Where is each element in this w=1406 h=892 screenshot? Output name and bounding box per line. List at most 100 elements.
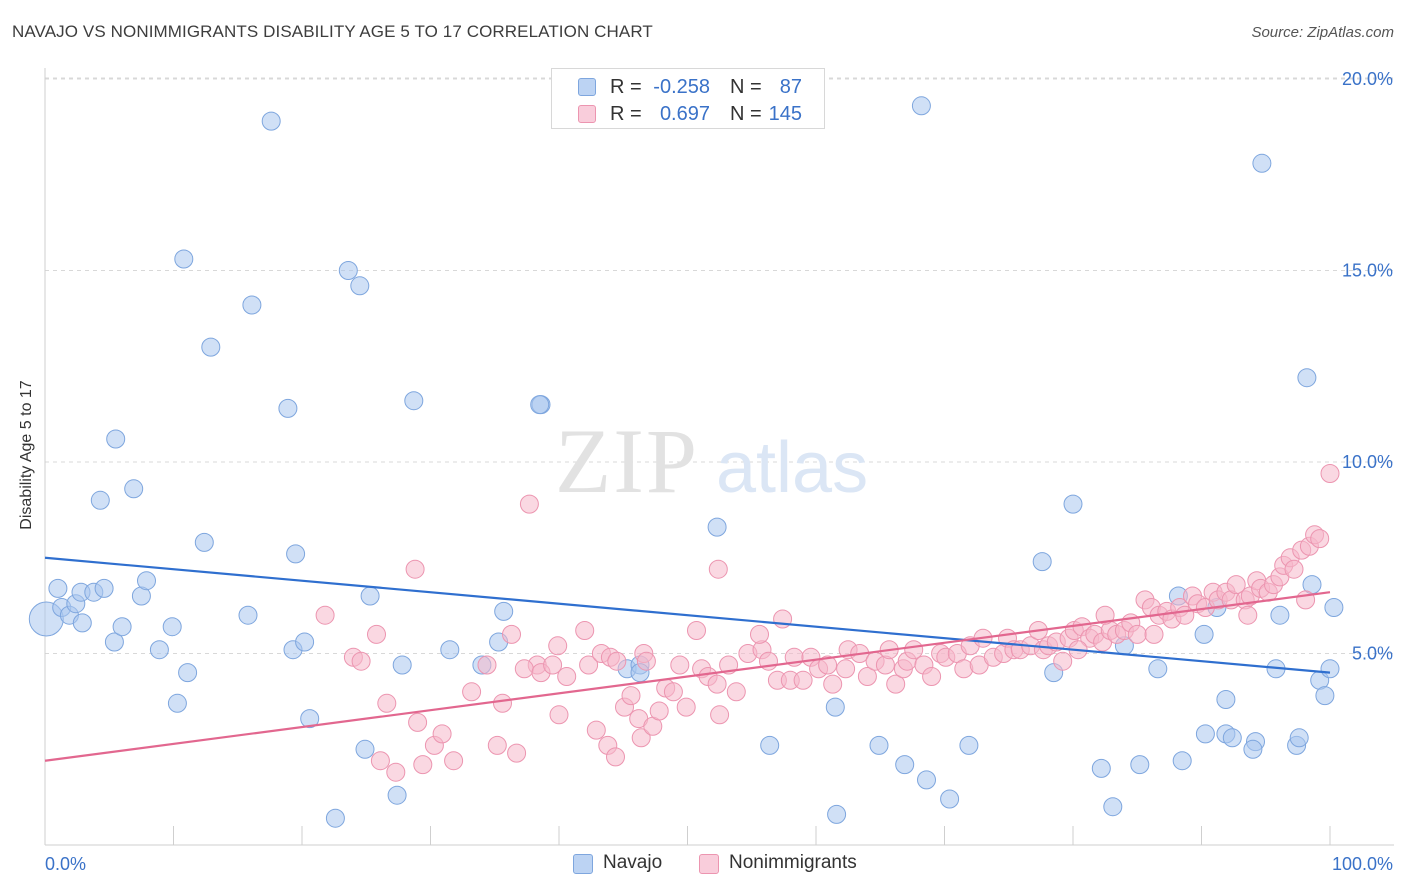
nonimmigrants-point-66 bbox=[818, 655, 838, 675]
y-tick-label-0: 5.0% bbox=[1352, 644, 1393, 664]
nonimmigrants-point-13 bbox=[462, 682, 482, 702]
x-tick-label-0: 0.0% bbox=[45, 854, 86, 874]
navajo-point-21 bbox=[261, 111, 281, 131]
navajo-point-70 bbox=[1243, 739, 1263, 759]
navajo-point-57 bbox=[1103, 797, 1123, 817]
y-tick-label-3: 20.0% bbox=[1342, 69, 1393, 89]
nonimmigrants-point-42 bbox=[649, 701, 669, 721]
nonimmigrants-point-22 bbox=[543, 655, 563, 675]
navajo-point-61 bbox=[1172, 751, 1192, 771]
navajo-point-47 bbox=[869, 735, 889, 755]
navajo-point-20 bbox=[242, 295, 262, 315]
nonimmigrants-swatch bbox=[578, 105, 596, 123]
nonimmigrants-point-28 bbox=[579, 655, 599, 675]
correlation-legend: R = -0.258 N = 87 R = 0.697 N = 145 bbox=[551, 68, 825, 129]
navajo-point-18 bbox=[201, 337, 221, 357]
navajo-point-86 bbox=[530, 395, 550, 415]
navajo-point-8 bbox=[94, 578, 114, 598]
legend-label-nonimmigrants: Nonimmigrants bbox=[729, 852, 857, 873]
navajo-point-85 bbox=[124, 479, 144, 499]
navajo-point-23 bbox=[286, 544, 306, 564]
nonimmigrants-point-11 bbox=[432, 724, 452, 744]
navajo-point-25 bbox=[295, 632, 315, 652]
legend-label-navajo: Navajo bbox=[603, 852, 663, 873]
nonimmigrants-point-71 bbox=[857, 667, 877, 686]
navajo-point-19 bbox=[238, 605, 258, 625]
nonimmigrants-point-12 bbox=[444, 751, 464, 771]
navajo-point-79 bbox=[1320, 659, 1340, 679]
watermark-zip: ZIP bbox=[555, 410, 699, 512]
navajo-point-66 bbox=[1195, 724, 1215, 744]
navajo-point-68 bbox=[1222, 728, 1242, 748]
nonimmigrants-point-7 bbox=[413, 755, 433, 775]
navajo-point-83 bbox=[106, 429, 126, 449]
navajo-point-43 bbox=[707, 517, 727, 537]
navajo-point-51 bbox=[940, 789, 960, 809]
r-label: R = bbox=[610, 103, 642, 125]
navajo-point-38 bbox=[494, 601, 514, 621]
axes bbox=[44, 68, 1394, 846]
navajo-point-5 bbox=[72, 613, 92, 633]
navajo-point-13 bbox=[149, 640, 169, 660]
legend-row-navajo: R = -0.258 N = 87 bbox=[552, 74, 824, 101]
navajo-point-9 bbox=[104, 632, 124, 652]
trend-lines bbox=[44, 556, 1331, 762]
navajo-point-46 bbox=[825, 697, 845, 717]
navajo-point-10 bbox=[112, 617, 132, 637]
r-value-navajo: -0.258 bbox=[653, 76, 710, 98]
nonimmigrants-point-4 bbox=[377, 693, 397, 713]
n-value-navajo: 87 bbox=[779, 76, 802, 98]
navajo-point-80 bbox=[1324, 598, 1344, 617]
nonimmigrants-point-32 bbox=[607, 651, 627, 671]
nonimmigrants-point-40 bbox=[631, 728, 651, 748]
nonimmigrants-point-47 bbox=[687, 621, 706, 640]
nonimmigrants-point-27 bbox=[575, 621, 595, 640]
navajo-point-44 bbox=[760, 735, 780, 755]
navajo-point-53 bbox=[1032, 552, 1052, 572]
n-label: N = bbox=[730, 76, 762, 98]
nonimmigrants-point-98 bbox=[1053, 651, 1073, 671]
y-tick-label-1: 10.0% bbox=[1342, 452, 1393, 472]
nonimmigrants-point-45 bbox=[663, 682, 683, 702]
nonimmigrants-trend-line bbox=[44, 591, 1331, 762]
nonimmigrants-point-25 bbox=[549, 705, 569, 725]
nonimmigrants-point-68 bbox=[836, 659, 856, 679]
navajo-point-12 bbox=[137, 571, 156, 591]
navajo-point-50 bbox=[917, 770, 936, 790]
nonimmigrants-point-63 bbox=[793, 670, 813, 690]
nonimmigrants-point-5 bbox=[386, 762, 406, 782]
navajo-point-48 bbox=[895, 755, 915, 775]
navajo-point-75 bbox=[1289, 728, 1309, 748]
nonimmigrants-point-143 bbox=[1095, 605, 1115, 625]
navajo-trend-line bbox=[44, 556, 1331, 674]
nonimmigrants-point-80 bbox=[922, 667, 942, 686]
navajo-point-26 bbox=[300, 709, 320, 729]
r-value-nonimmigrants: 0.697 bbox=[659, 103, 710, 125]
nonimmigrants-point-53 bbox=[726, 682, 746, 702]
navajo-point-28 bbox=[338, 261, 358, 280]
nonimmigrants-point-3 bbox=[367, 624, 386, 644]
navajo-point-45 bbox=[827, 804, 847, 824]
navajo-point-1 bbox=[48, 578, 68, 598]
navajo-point-17 bbox=[194, 532, 214, 552]
x-tick-label-1: 100.0% bbox=[1332, 854, 1393, 874]
chart-title: NAVAJO VS NONIMMIGRANTS DISABILITY AGE 5… bbox=[12, 22, 653, 41]
nonimmigrants-point-0 bbox=[315, 605, 335, 625]
n-value-nonimmigrants: 145 bbox=[768, 103, 802, 125]
nonimmigrants-point-30 bbox=[586, 720, 606, 740]
nonimmigrants-point-39 bbox=[636, 651, 656, 671]
navajo-point-56 bbox=[1091, 758, 1111, 778]
nonimmigrants-point-46 bbox=[676, 697, 696, 717]
navajo-point-32 bbox=[387, 785, 407, 805]
nonimmigrants-point-6 bbox=[370, 751, 390, 771]
tick-labels: 5.0% 10.0% 15.0% 20.0% 0.0% 100.0% bbox=[45, 69, 1393, 874]
nonimmigrants-point-67 bbox=[823, 674, 843, 694]
navajo-point-84 bbox=[90, 490, 110, 510]
nonimmigrants-point-55 bbox=[708, 559, 728, 579]
navajo-point-63 bbox=[1194, 624, 1214, 644]
navajo-point-49 bbox=[911, 96, 931, 116]
nonimmigrants-point-75 bbox=[886, 674, 906, 694]
nonimmigrants-point-23 bbox=[519, 494, 539, 514]
nonimmigrants-point-142 bbox=[1144, 624, 1164, 644]
navajo-point-15 bbox=[167, 693, 187, 713]
